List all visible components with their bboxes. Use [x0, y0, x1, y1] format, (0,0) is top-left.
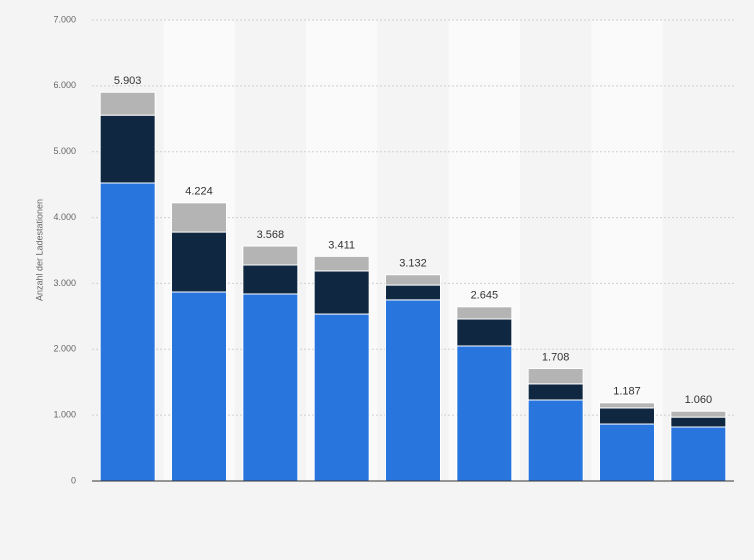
bar-segment [313, 255, 370, 272]
bar-segment [527, 399, 584, 482]
bar-segment [599, 407, 655, 425]
bar-segment [385, 299, 441, 482]
total-label: 1.187 [613, 386, 641, 398]
y-tick-label: 5.000 [53, 146, 76, 156]
y-tick-label: 7.000 [53, 14, 76, 24]
bar-segment [385, 284, 441, 301]
y-axis-label: Anzahl der Ladestationen [34, 199, 44, 301]
bar-segment [99, 91, 156, 116]
y-tick-label: 6.000 [53, 80, 76, 90]
y-tick-label: 3.000 [53, 278, 76, 288]
total-label: 3.132 [399, 258, 427, 270]
bar-segment [527, 383, 584, 401]
total-label: 4.224 [185, 186, 213, 198]
total-label: 2.645 [471, 290, 499, 302]
total-label: 1.060 [685, 394, 713, 406]
bar-segment [599, 423, 655, 482]
bar-segment [313, 313, 370, 482]
bar-segment [242, 264, 299, 295]
bar-segment [171, 231, 227, 293]
bar-segment [670, 426, 727, 482]
bar-segment [242, 245, 299, 266]
bar-segment [670, 410, 727, 418]
bar-segment [527, 368, 584, 385]
bar-segment [670, 416, 727, 428]
bar-segment [242, 293, 299, 482]
y-tick-label: 2.000 [53, 344, 76, 354]
bar-segment [99, 114, 156, 184]
y-tick-label: 4.000 [53, 212, 76, 222]
bar-segment [171, 291, 227, 482]
y-tick-label: 0 [71, 475, 76, 485]
bar-segment [313, 270, 370, 315]
y-tick-label: 1.000 [53, 410, 76, 420]
total-label: 3.411 [328, 239, 355, 251]
total-label: 1.708 [542, 351, 570, 363]
bar-segment [456, 306, 513, 320]
bar-segment [99, 182, 156, 482]
total-label: 5.903 [114, 75, 142, 87]
bar-segment [171, 202, 227, 233]
bar-segment [599, 402, 655, 409]
bar-segment [456, 318, 513, 347]
total-label: 3.568 [257, 229, 285, 241]
bar-segment [456, 345, 513, 482]
bar-segment [385, 274, 441, 286]
